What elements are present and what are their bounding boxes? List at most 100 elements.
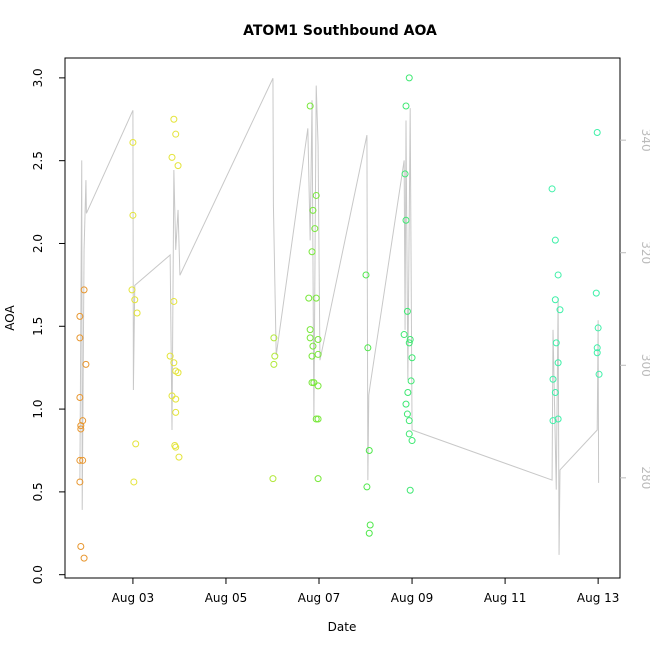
point [314, 382, 322, 390]
point [593, 344, 601, 352]
point [305, 294, 313, 302]
point [402, 400, 410, 408]
point [76, 393, 84, 401]
point [133, 309, 141, 317]
point [306, 334, 314, 342]
point [131, 296, 139, 304]
point [311, 225, 319, 233]
series-line [79, 78, 600, 555]
point [174, 162, 182, 170]
point [306, 326, 314, 334]
y-tick-label: 2.5 [31, 151, 45, 170]
point [77, 543, 85, 551]
point [314, 415, 322, 423]
point [314, 475, 322, 483]
point [76, 478, 84, 486]
point [129, 138, 137, 146]
point [554, 359, 562, 367]
y-tick-label: 1.0 [31, 400, 45, 419]
point [594, 324, 602, 332]
x-axis-label: Date [328, 620, 357, 634]
point [270, 360, 278, 368]
point [552, 339, 560, 347]
point [400, 331, 408, 339]
point [128, 286, 136, 294]
point [269, 475, 277, 483]
point [593, 349, 601, 357]
point [271, 352, 279, 360]
point [130, 478, 138, 486]
point [174, 369, 182, 377]
y-tick-label: 0.5 [31, 482, 45, 501]
point [551, 296, 559, 304]
point [405, 417, 413, 425]
point [172, 408, 180, 416]
x-tick-label: Aug 09 [391, 591, 434, 605]
point [408, 437, 416, 445]
point [76, 456, 84, 464]
point [405, 430, 413, 438]
point [170, 359, 178, 367]
point [363, 483, 371, 491]
point [308, 248, 316, 256]
x-tick-label: Aug 07 [298, 591, 341, 605]
point [80, 554, 88, 562]
point [314, 350, 322, 358]
point [366, 521, 374, 529]
point [79, 456, 87, 464]
chart-title: ATOM1 Southbound AOA [243, 23, 437, 39]
point [403, 307, 411, 315]
point [314, 336, 322, 344]
point [592, 289, 600, 297]
point [362, 271, 370, 279]
y2-tick-label: 320 [639, 241, 650, 264]
point [79, 417, 87, 425]
point [551, 236, 559, 244]
y-tick-label: 0.0 [31, 565, 45, 584]
x-tick-label: Aug 13 [577, 591, 620, 605]
point [312, 294, 320, 302]
point [170, 297, 178, 305]
y2-tick-label: 280 [639, 466, 650, 489]
point [365, 529, 373, 537]
point [172, 130, 180, 138]
point [549, 375, 557, 383]
point [593, 129, 601, 137]
point [402, 216, 410, 224]
point [365, 446, 373, 454]
x-tick-label: Aug 03 [112, 591, 155, 605]
x-tick-label: Aug 05 [205, 591, 248, 605]
point [554, 271, 562, 279]
point [551, 389, 559, 397]
point [407, 377, 415, 385]
point [364, 344, 372, 352]
point [310, 379, 318, 387]
point [595, 370, 603, 378]
point [404, 389, 412, 397]
point [82, 360, 90, 368]
point [172, 443, 180, 451]
point [172, 395, 180, 403]
point [170, 115, 178, 123]
point [312, 415, 320, 423]
point [166, 352, 174, 360]
point [406, 336, 414, 344]
point [405, 339, 413, 347]
point [554, 415, 562, 423]
point [401, 170, 409, 178]
point [548, 185, 556, 193]
point [132, 440, 140, 448]
point [76, 334, 84, 342]
point [270, 334, 278, 342]
y2-tick-label: 340 [639, 129, 650, 152]
point [168, 153, 176, 161]
point [556, 306, 564, 314]
y-tick-label: 3.0 [31, 68, 45, 87]
plot-frame [64, 57, 621, 579]
point [306, 102, 314, 110]
y-axis-label: AOA [3, 304, 17, 330]
y-tick-label: 1.5 [31, 317, 45, 336]
y2-tick-label: 300 [639, 354, 650, 377]
